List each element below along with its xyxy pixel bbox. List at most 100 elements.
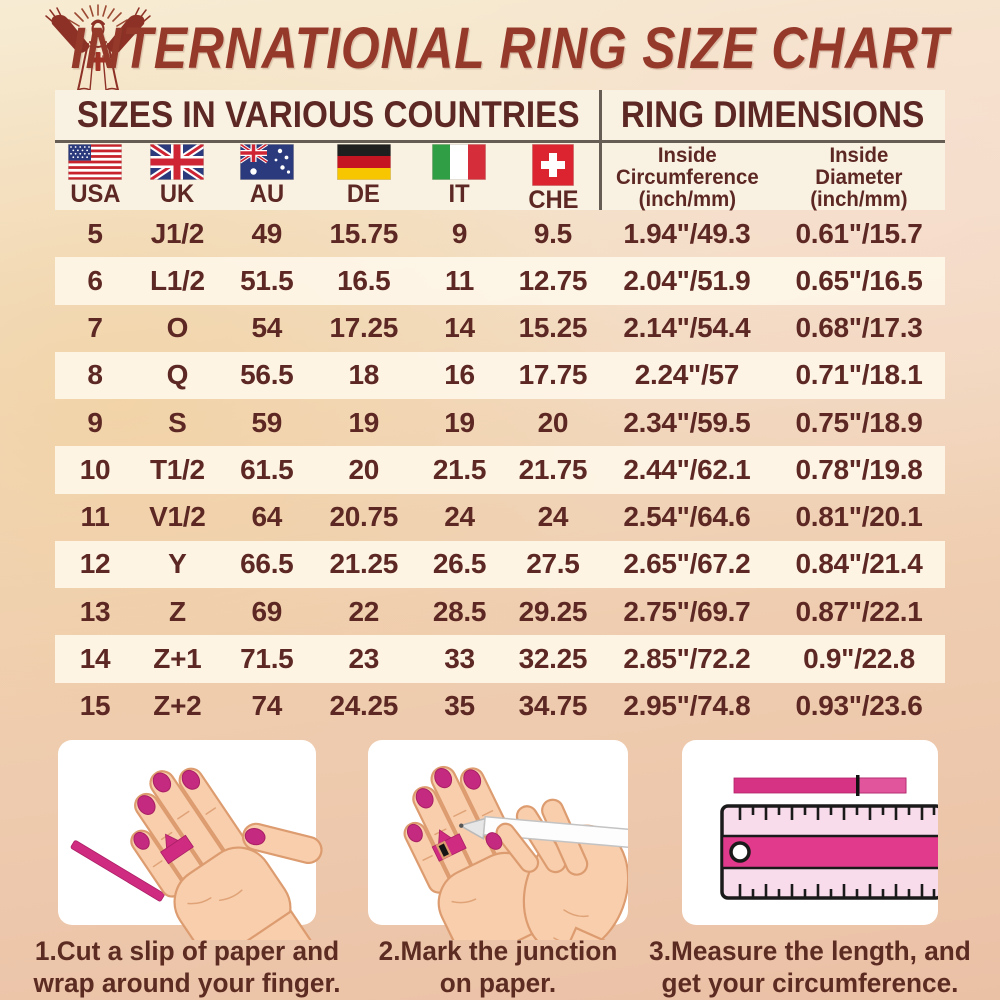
de-flag-icon [336,144,391,180]
table-cell: 0.61"/15.7 [795,217,923,249]
table-cell: 59 [251,406,283,438]
table-cell: 12.75 [518,264,588,296]
marking-junction-icon [403,765,628,940]
column-header-usa: USA [55,143,135,213]
table-cell: 20 [537,406,569,438]
table-cell: 0.68"/17.3 [795,312,923,344]
table-cell: 26.5 [432,548,487,580]
table-cell: 71.5 [240,643,294,675]
table-cell: 32.25 [518,643,588,675]
table-cell: 15 [79,690,111,722]
table-cell: 18 [348,359,380,391]
table-cell: 61.5 [240,453,294,485]
table-cell: 74 [251,690,283,722]
page-title: INTERNATIONAL RING SIZE CHART [70,15,950,81]
table-cell: 54 [251,312,283,344]
it-flag-icon [432,144,487,180]
table-cell: 11 [80,501,110,533]
table-cell: 2.65"/67.2 [623,548,751,580]
table-cell: 0.84"/21.4 [795,548,923,580]
table-cell: 0.65"/16.5 [795,264,923,296]
column-header-de: DE [314,143,414,213]
table-cell: 21.25 [329,548,399,580]
ruler-measuring-icon [720,775,938,900]
table-cell: 6 [87,264,103,296]
table-cell: Q [166,359,189,391]
table-cell: 19 [348,406,380,438]
usa-flag-icon [68,144,123,180]
table-cell: 24 [444,501,475,533]
countries-section-header: SIZES IN VARIOUS COUNTRIES [76,94,580,135]
instruction-caption-3: 3.Measure the length, and get your circu… [649,936,971,998]
table-cell: 8 [87,359,103,391]
column-label: UK [160,180,195,208]
table-cell: 10 [79,453,111,485]
table-cell: 12 [79,548,111,580]
table-cell: 14 [444,312,475,344]
column-label: IT [448,180,471,208]
table-cell: O [166,312,189,344]
table-cell: L1/2 [149,264,205,296]
table-cell: 7 [87,312,103,344]
table-cell: 0.71"/18.1 [795,359,923,391]
che-flag-icon [531,144,574,186]
table-row: 10 T1/2 61.5 20 21.5 21.75 2.44"/62.1 0.78"/19.… [55,446,945,494]
table-cell: 24.25 [329,690,399,722]
table-cell: S [168,406,187,438]
table-row: 13 Z 69 22 28.5 29.25 2.75"/69.7 0.87"/22.1 [55,588,945,635]
table-row: 11 V1/2 64 20.75 24 24 2.54"/64.6 0.81"/20.1 [55,494,945,541]
jesus-rays-logo-icon [45,4,151,91]
table-cell: 2.34"/59.5 [623,406,751,438]
table-cell: 28.5 [432,595,487,627]
uk-flag-icon [150,144,205,180]
table-cell: 24 [537,501,569,533]
table-cell: 17.75 [518,359,588,391]
column-header-che: CHE [505,143,600,213]
table-cell: 2.85"/72.2 [623,643,751,675]
table-cell: 33 [444,643,475,675]
table-cell: Z [168,595,186,627]
instruction-panel-1 [58,740,327,940]
table-rows: 5 J1/2 49 15.75 9 9.5 1.94"/49.3 0.61"/15.7 6 L1/… [55,210,945,730]
instruction-panel-3 [682,740,938,925]
table-row: 7 O 54 17.25 14 15.25 2.14"/54.4 0.68"/17.3 [55,305,945,352]
section-header-row: SIZES IN VARIOUS COUNTRIES RING DIMENSIO… [55,90,945,140]
table-cell: 0.81"/20.1 [795,501,923,533]
table-cell: 2.95"/74.8 [623,690,751,722]
table-cell: 20 [348,453,380,485]
horizontal-divider [55,140,945,143]
table-row: 14 Z+1 71.5 23 33 32.25 2.85"/72.2 0.9"/22.8 [55,635,945,683]
table-cell: 29.25 [518,595,588,627]
table-cell: 1.94"/49.3 [623,217,751,249]
table-cell: 2.24"/57 [634,359,740,391]
table-cell: 9.5 [533,217,572,249]
table-cell: 23 [348,643,380,675]
table-cell: 19 [444,406,475,438]
table-cell: 49 [251,217,283,249]
table-cell: 14 [79,643,111,675]
table-cell: Z+1 [153,643,202,675]
table-cell: 21.75 [518,453,588,485]
table-cell: 17.25 [329,312,399,344]
hand-with-paper-slip-icon [70,767,327,940]
table-cell: 16 [444,359,475,391]
table-cell: 0.9"/22.8 [803,643,915,675]
table-cell: 11 [444,264,474,296]
table-cell: 34.75 [518,690,588,722]
table-cell: 21.5 [432,453,487,485]
table-cell: V1/2 [149,501,206,533]
dimensions-section-header: RING DIMENSIONS [621,94,925,135]
au-flag-icon [239,144,294,180]
table-cell: 56.5 [240,359,294,391]
table-row: 15 Z+2 74 24.25 35 34.75 2.95"/74.8 0.93"/23.6 [55,683,945,730]
table-cell: 2.44"/62.1 [623,453,751,485]
table-cell: 2.14"/54.4 [623,312,751,344]
table-cell: 5 [87,217,103,249]
table-row: 8 Q 56.5 18 16 17.75 2.24"/57 0.71"/18.1 [55,351,945,400]
table-row: 9 S 59 19 19 20 2.34"/59.5 0.75"/18.9 [55,399,945,446]
instruction-caption-2: 2.Mark the junction on paper. [378,936,618,998]
instruction-panel-2 [368,740,628,940]
table-cell: 2.54"/64.6 [623,501,751,533]
table-cell: 0.93"/23.6 [795,690,923,722]
